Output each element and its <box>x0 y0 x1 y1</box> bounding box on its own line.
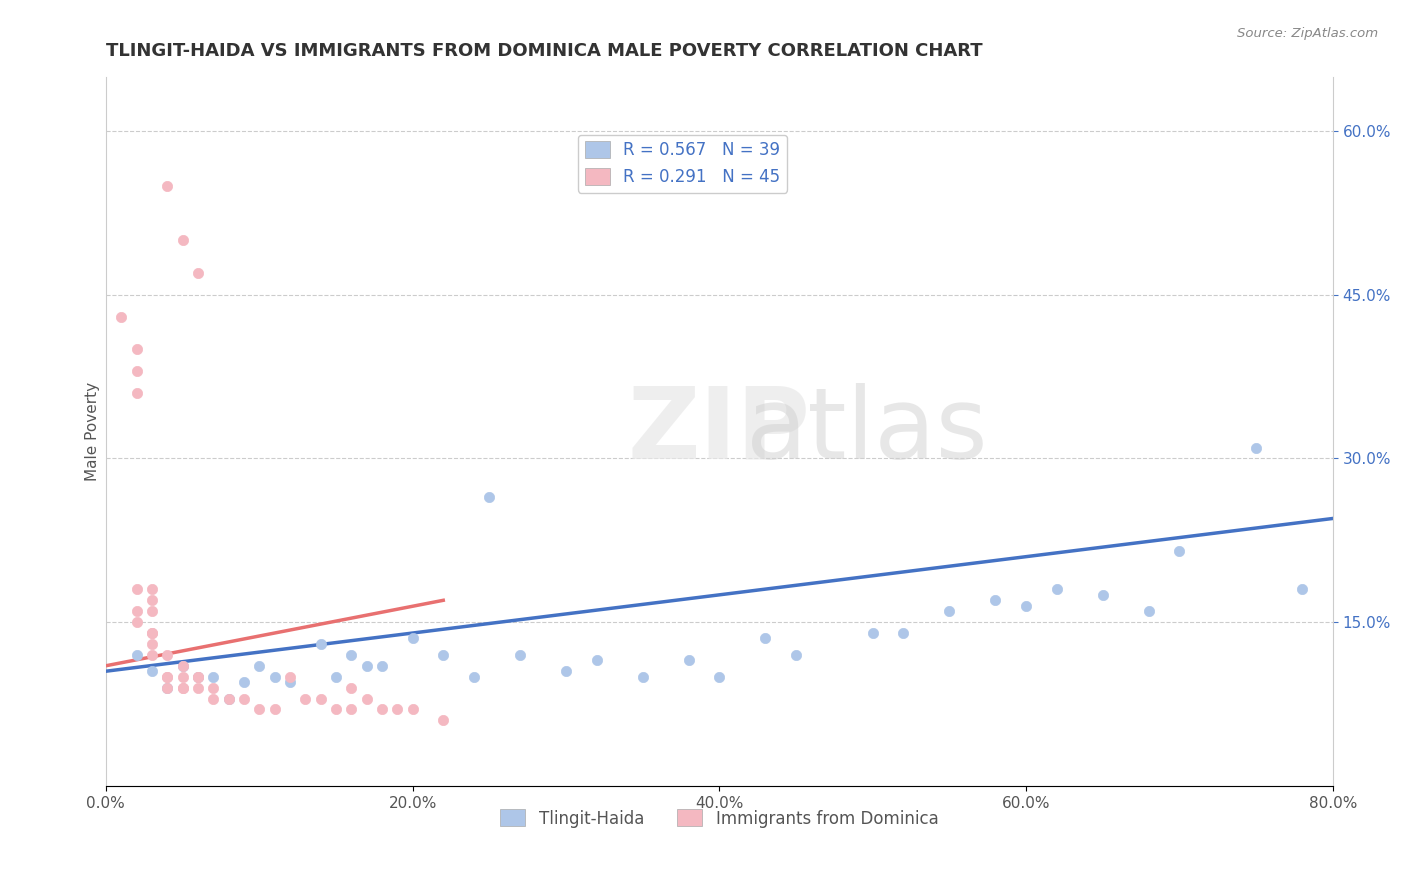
Point <box>125 604 148 618</box>
Point <box>156 648 179 662</box>
Point <box>309 637 332 651</box>
Point <box>125 386 148 401</box>
Point <box>125 615 148 629</box>
Point <box>247 702 270 716</box>
Point <box>1015 599 1038 613</box>
Point <box>141 582 163 597</box>
Point <box>263 670 285 684</box>
Point <box>218 691 240 706</box>
Point <box>156 178 179 193</box>
Point <box>1137 604 1160 618</box>
Point <box>232 691 254 706</box>
Point <box>141 626 163 640</box>
Point <box>463 670 485 684</box>
Point <box>309 691 332 706</box>
Point <box>156 670 179 684</box>
Point <box>785 648 807 662</box>
Text: ZIP: ZIP <box>628 383 811 480</box>
Point <box>754 632 776 646</box>
Point <box>172 670 194 684</box>
Text: Source: ZipAtlas.com: Source: ZipAtlas.com <box>1237 27 1378 40</box>
Point <box>294 691 316 706</box>
Point <box>1046 582 1069 597</box>
Legend: Tlingit-Haida, Immigrants from Dominica: Tlingit-Haida, Immigrants from Dominica <box>494 803 945 834</box>
Point <box>187 670 209 684</box>
Point <box>187 681 209 695</box>
Point <box>984 593 1007 607</box>
Point <box>1091 588 1114 602</box>
Point <box>202 681 225 695</box>
Point <box>125 364 148 378</box>
Point <box>125 648 148 662</box>
Point <box>125 582 148 597</box>
Point <box>172 233 194 247</box>
Point <box>110 310 132 324</box>
Point <box>172 658 194 673</box>
Point <box>247 658 270 673</box>
Point <box>218 691 240 706</box>
Point <box>278 670 301 684</box>
Point <box>187 266 209 280</box>
Point <box>141 604 163 618</box>
Point <box>156 681 179 695</box>
Point <box>172 658 194 673</box>
Point <box>156 670 179 684</box>
Point <box>141 637 163 651</box>
Point <box>432 714 454 728</box>
Point <box>340 648 363 662</box>
Point <box>478 490 501 504</box>
Point <box>893 626 915 640</box>
Point <box>371 702 394 716</box>
Point <box>125 343 148 357</box>
Point <box>325 670 347 684</box>
Point <box>678 653 700 667</box>
Point <box>1291 582 1313 597</box>
Point <box>187 670 209 684</box>
Point <box>432 648 454 662</box>
Point <box>356 691 378 706</box>
Point <box>1168 544 1191 558</box>
Point <box>938 604 960 618</box>
Point <box>141 648 163 662</box>
Point <box>278 675 301 690</box>
Point <box>202 691 225 706</box>
Point <box>172 681 194 695</box>
Point <box>141 664 163 678</box>
Point <box>585 653 607 667</box>
Point <box>172 681 194 695</box>
Point <box>156 681 179 695</box>
Point <box>141 626 163 640</box>
Point <box>187 670 209 684</box>
Point <box>401 632 423 646</box>
Point <box>232 675 254 690</box>
Point <box>862 626 884 640</box>
Point <box>631 670 654 684</box>
Point <box>709 670 731 684</box>
Text: TLINGIT-HAIDA VS IMMIGRANTS FROM DOMINICA MALE POVERTY CORRELATION CHART: TLINGIT-HAIDA VS IMMIGRANTS FROM DOMINIC… <box>105 42 983 60</box>
Y-axis label: Male Poverty: Male Poverty <box>86 382 100 481</box>
Point <box>509 648 531 662</box>
Point <box>401 702 423 716</box>
Point <box>263 702 285 716</box>
Point <box>371 658 394 673</box>
Point <box>141 593 163 607</box>
Point <box>1244 441 1267 455</box>
Point <box>387 702 409 716</box>
Point <box>340 681 363 695</box>
Point <box>340 702 363 716</box>
Point <box>356 658 378 673</box>
Point <box>202 670 225 684</box>
Text: atlas: atlas <box>745 383 987 480</box>
Point <box>555 664 578 678</box>
Point <box>325 702 347 716</box>
